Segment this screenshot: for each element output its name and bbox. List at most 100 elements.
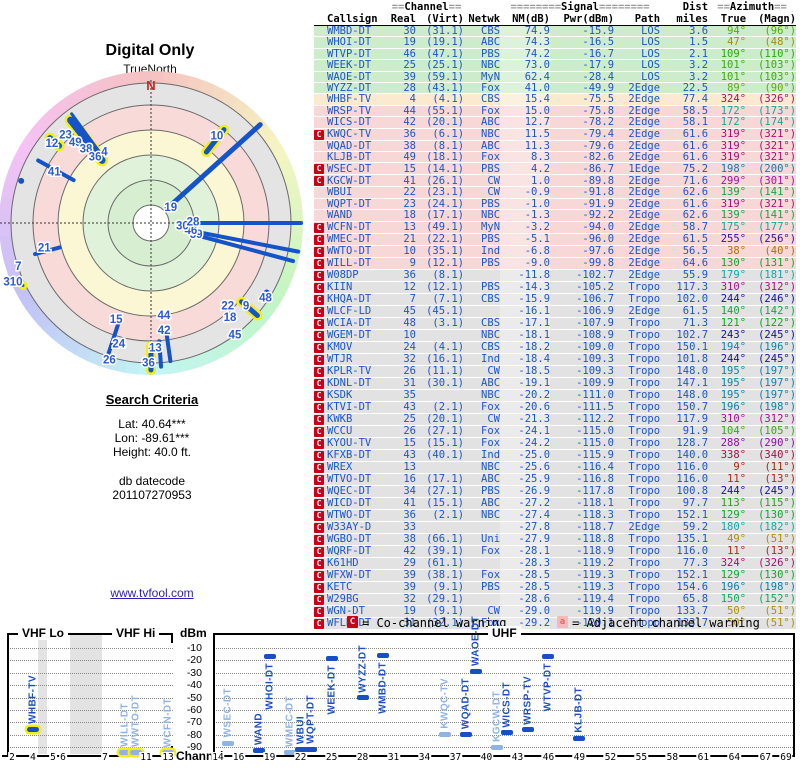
table-row[interactable]: C KMOV 24 (4.1) CBS -18.2 -109.0 Tropo 150.1… (314, 341, 797, 354)
table-row[interactable]: WAND 18 (17.1) NBC -1.3 -92.2 2Edge 62.6 139… (314, 209, 797, 222)
channel-label[interactable]: 12 (44, 136, 60, 151)
table-row[interactable]: C WCFN-DT 13 (49.1) MyN -3.2 -94.0 2Edge 58.… (314, 221, 797, 234)
signal-line[interactable] (203, 127, 227, 155)
callsign-cell[interactable]: WRSP-TV (327, 105, 389, 118)
callsign-cell[interactable]: W29BG (327, 593, 389, 606)
callsign-cell[interactable]: KFXB-DT (327, 449, 389, 462)
callsign-cell[interactable]: WCIA-DT (327, 317, 389, 330)
channel-label[interactable]: 41 (46, 165, 62, 180)
signal-bar[interactable] (263, 654, 276, 660)
table-row[interactable]: C W29BG 32 (29.1) -28.6 -119.4 Tropo 65.8 1… (314, 593, 797, 606)
callsign-cell[interactable]: KYOU-TV (327, 437, 389, 450)
table-row[interactable]: WYZZ-DT 28 (43.1) Fox 41.0 -49.9 2Edge 22.5 … (314, 82, 797, 95)
callsign-cell[interactable]: KWKB (327, 413, 389, 426)
callsign-cell[interactable]: WLCF-LD (327, 305, 389, 318)
callsign-cell[interactable]: KDNL-DT (327, 377, 389, 390)
signal-line[interactable] (36, 158, 76, 183)
callsign-cell[interactable]: WILL-DT (327, 257, 389, 270)
callsign-cell[interactable]: WMEC-DT (327, 233, 389, 246)
callsign-cell[interactable]: WTVO-DT (327, 473, 389, 486)
callsign-cell[interactable]: WGN-DT (327, 605, 389, 618)
channel-label[interactable]: 13 (147, 341, 163, 356)
callsign-cell[interactable]: KETC (327, 581, 389, 594)
signal-bar[interactable] (490, 744, 503, 750)
table-row[interactable]: WBUI 22 (23.1) CW -0.9 -91.8 2Edge 62.6 139°… (314, 186, 797, 199)
table-row[interactable]: C KFXB-DT 43 (40.1) Ind -25.0 -115.9 Tropo 1… (314, 449, 797, 462)
callsign-cell[interactable]: WREX (327, 461, 389, 474)
channel-label[interactable]: 15 (108, 312, 124, 327)
signal-line[interactable] (164, 122, 263, 212)
channel-label[interactable]: 28 (185, 215, 201, 230)
table-row[interactable]: WAOE-DT 39 (59.1) MyN 62.4 -28.4 LOS 3.2 101… (314, 71, 797, 84)
table-row[interactable]: C KPLR-TV 26 (11.1) CW -18.5 -109.3 Tropo 14… (314, 365, 797, 378)
callsign-cell[interactable]: WAND (327, 209, 389, 222)
callsign-cell[interactable]: KPLR-TV (327, 365, 389, 378)
channel-label[interactable]: 38 (78, 142, 94, 157)
callsign-cell[interactable]: KIIN (327, 281, 389, 294)
signal-line[interactable] (239, 299, 260, 319)
signal-bar[interactable] (119, 750, 131, 755)
channel-label[interactable]: 10 (209, 129, 225, 144)
table-row[interactable]: WQPT-DT 23 (24.1) PBS -1.0 -91.9 2Edge 61.6 … (314, 198, 797, 211)
channel-label[interactable]: 39 (188, 228, 204, 243)
callsign-cell[interactable]: WGEM-DT (327, 329, 389, 342)
channel-label[interactable]: 7 (14, 260, 23, 275)
channel-label[interactable]: 18 (222, 311, 238, 326)
callsign-cell[interactable]: WYZZ-DT (327, 82, 389, 95)
table-row[interactable]: C WQEC-DT 34 (27.1) PBS -26.9 -117.8 Tropo 1… (314, 485, 797, 498)
callsign-cell[interactable]: WQAD-DT (327, 140, 389, 153)
table-row[interactable]: WEEK-DT 25 (25.1) NBC 73.0 -17.9 LOS 3.2 101… (314, 59, 797, 72)
callsign-cell[interactable]: WCCU (327, 425, 389, 438)
table-row[interactable]: C KTVI-DT 43 (2.1) Fox -20.6 -111.5 Tropo 15… (314, 401, 797, 414)
channel-label[interactable]: 30 (174, 219, 190, 234)
callsign-cell[interactable]: WTWO-DT (327, 509, 389, 522)
callsign-cell[interactable]: KLJB-DT (327, 151, 389, 164)
callsign-cell[interactable]: WICD-DT (327, 497, 389, 510)
table-row[interactable]: C WFXW-DT 39 (38.1) Fox -28.5 -119.3 Tropo 1… (314, 569, 797, 582)
signal-line[interactable] (70, 112, 104, 157)
callsign-cell[interactable]: WCFN-DT (327, 221, 389, 234)
table-row[interactable]: C WTJR 32 (16.1) Ind -18.4 -109.3 Tropo 101.… (314, 353, 797, 366)
table-row[interactable]: C WTVO-DT 16 (17.1) ABC -25.9 -116.8 Tropo 1… (314, 473, 797, 486)
table-row[interactable]: C WILL-DT 9 (12.1) PBS -9.0 -99.8 2Edge 64.6… (314, 257, 797, 270)
callsign-cell[interactable]: KGCW-DT (327, 174, 389, 188)
signal-bar[interactable] (304, 747, 317, 753)
channel-label[interactable]: 36 (141, 356, 157, 371)
callsign-cell[interactable]: WSEC-DT (327, 162, 389, 176)
callsign-cell[interactable]: W33AY-D (327, 521, 389, 534)
callsign-cell[interactable]: WICS-DT (327, 116, 389, 129)
channel-label[interactable]: 26 (101, 353, 117, 368)
table-row[interactable]: C KSDK 35 NBC -20.2 -111.0 Tropo 148.0 195°… (314, 389, 797, 402)
signal-line[interactable] (195, 233, 295, 264)
table-row[interactable]: C WSEC-DT 15 (14.1) PBS 4.2 -86.7 1Edge 75.2… (314, 162, 797, 176)
callsign-cell[interactable]: WBUI (327, 186, 389, 199)
signal-bar[interactable] (573, 735, 586, 741)
callsign-cell[interactable]: KTVI-DT (327, 401, 389, 414)
table-row[interactable]: C W08DP 36 (8.1) -11.8 -102.7 2Edge 55.9 17… (314, 269, 797, 282)
table-row[interactable]: C KWKB 25 (20.1) CW -21.3 -112.2 Tropo 117.9… (314, 413, 797, 426)
table-row[interactable]: WTVP-DT 46 (47.1) PBS 74.2 -16.7 LOS 2.1 109… (314, 48, 797, 61)
table-row[interactable]: WMBD-DT 30 (31.1) CBS 74.9 -15.9 LOS 3.6 94°… (314, 25, 797, 38)
channel-label[interactable]: 46 (183, 224, 199, 239)
tvfool-link[interactable]: www.tvfool.com (110, 586, 194, 600)
callsign-cell[interactable]: WWTO-DT (327, 245, 389, 258)
channel-label[interactable]: 9 (241, 299, 250, 314)
callsign-cell[interactable]: KWQC-TV (327, 128, 389, 141)
table-row[interactable]: C WGBO-DT 38 (66.1) Uni -27.9 -118.8 Tropo 1… (314, 533, 797, 546)
callsign-cell[interactable]: KHQA-DT (327, 293, 389, 306)
table-row[interactable]: C WLCF-LD 45 (45.1) -16.1 -106.9 2Edge 61.5… (314, 305, 797, 318)
table-row[interactable]: C WGN-DT 19 (9.1) CW -29.0 -119.9 Tropo 133.… (314, 605, 797, 618)
callsign-cell[interactable]: WHBF-TV (327, 93, 389, 106)
table-row[interactable]: WICS-DT 42 (20.1) ABC 12.7 -78.2 2Edge 58.1 … (314, 116, 797, 129)
channel-label[interactable]: 23 (58, 128, 74, 143)
callsign-cell[interactable]: WAOE-DT (327, 71, 389, 84)
signal-bar[interactable] (459, 732, 472, 738)
callsign-cell[interactable]: K61HD (327, 557, 389, 570)
table-row[interactable]: C WWTO-DT 10 (35.1) Ind -6.8 -97.6 2Edge 56.… (314, 245, 797, 258)
signal-bar[interactable] (27, 727, 39, 733)
signal-bar[interactable] (130, 750, 142, 755)
signal-bar[interactable] (377, 653, 390, 659)
table-row[interactable]: C W33AY-D 33 -27.8 -118.7 2Edge 59.2 180° … (314, 521, 797, 534)
signal-line[interactable] (193, 229, 301, 254)
signal-line[interactable] (33, 245, 62, 257)
